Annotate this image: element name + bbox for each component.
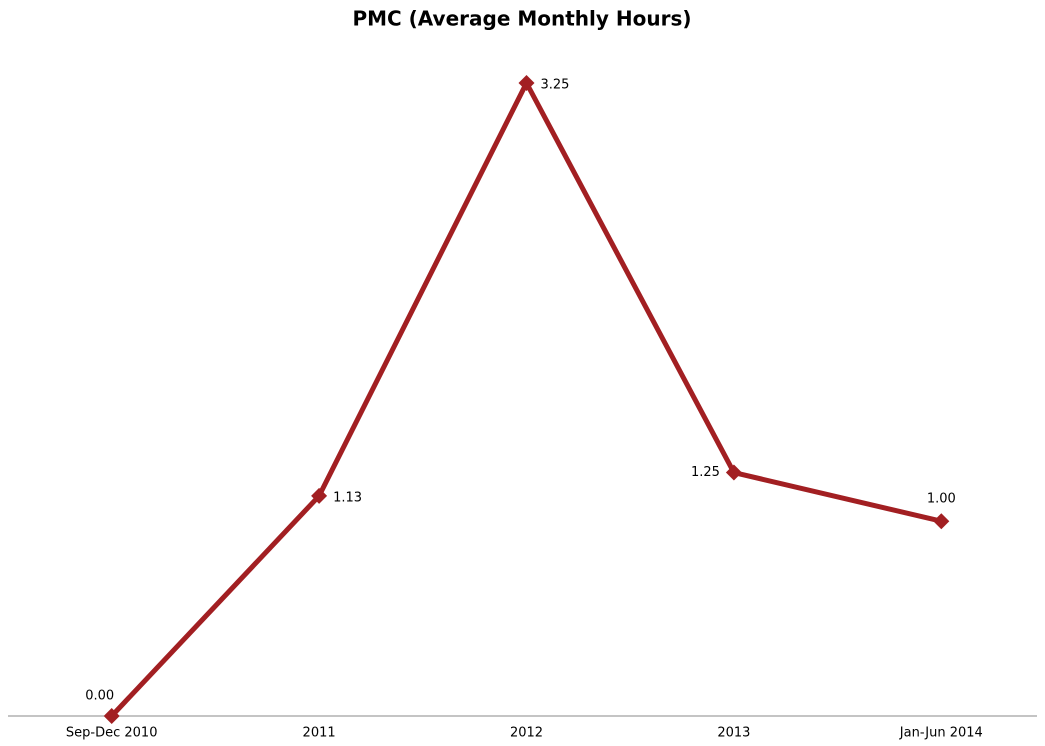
x-tick-label: Jan-Jun 2014 <box>899 726 983 741</box>
marker <box>725 464 742 481</box>
marker <box>518 75 535 91</box>
data-label: 3.25 <box>541 78 570 93</box>
chart-title: PMC (Average Monthly Hours) <box>352 7 691 31</box>
data-label: 1.13 <box>333 490 362 505</box>
data-label: 1.25 <box>691 465 720 480</box>
x-tick-label: 2011 <box>303 726 336 741</box>
marker <box>103 708 120 724</box>
data-label: 1.00 <box>927 492 956 507</box>
x-tick-label: 2012 <box>510 726 543 741</box>
marker <box>933 513 950 530</box>
x-tick-label: 2013 <box>717 726 750 741</box>
marker <box>311 487 328 504</box>
x-tick-label: Sep-Dec 2010 <box>66 726 158 741</box>
line <box>109 80 942 718</box>
data-label: 0.00 <box>85 689 114 704</box>
